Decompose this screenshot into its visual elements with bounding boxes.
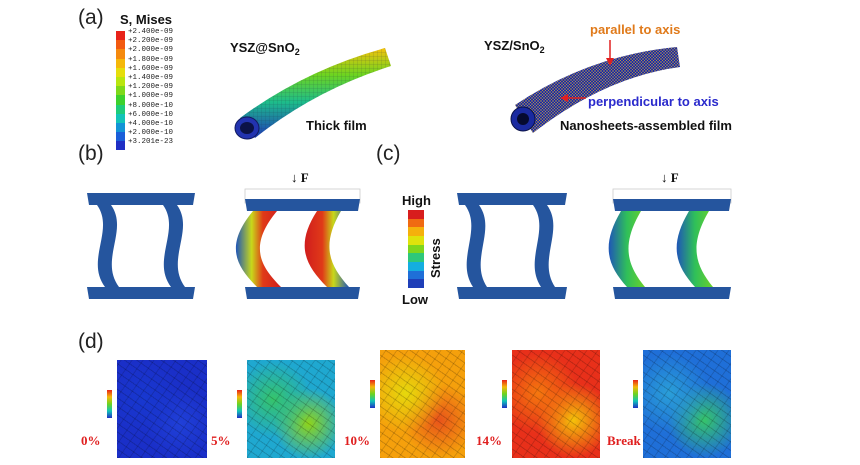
mini-legend-bar <box>633 380 638 408</box>
stress-scale-high: High <box>402 193 431 208</box>
legend-value: +3.201e-23 <box>128 138 174 147</box>
legend-value: +8.000e-10 <box>128 101 174 110</box>
legend-swatch <box>116 113 125 123</box>
strain-level-label: Break <box>607 433 641 448</box>
panel-label-c: (c) <box>376 142 401 165</box>
mini-legend-bar <box>107 390 112 418</box>
legend-value: +1.600e-09 <box>128 64 174 73</box>
legend-value: +2.000e-09 <box>128 46 174 55</box>
legend-swatches <box>116 31 125 151</box>
perpendicular-to-axis-label: perpendicular to axis <box>588 94 719 109</box>
legend-swatch <box>116 76 125 87</box>
strain-tile <box>512 350 600 458</box>
legend-title: S, Mises <box>120 12 173 27</box>
legend-value: +1.000e-09 <box>128 92 174 101</box>
panel-label-a: (a) <box>78 6 104 29</box>
nanosheet-film-tube <box>510 47 680 133</box>
legend-swatch <box>116 132 125 142</box>
stress-bar-segment <box>408 210 424 219</box>
panel-c-frames <box>457 188 732 299</box>
strain-tile <box>247 360 335 458</box>
legend-value: +1.200e-09 <box>128 83 174 92</box>
stress-bar-segment <box>408 227 424 236</box>
strain-tile <box>380 350 465 458</box>
legend-value: +6.000e-10 <box>128 110 174 119</box>
force-arrow-b: ↓ F <box>291 170 309 185</box>
force-arrow-c: ↓ F <box>661 170 679 185</box>
strain-level-label: 5% <box>211 433 231 448</box>
legend-swatch <box>116 31 125 41</box>
legend-swatch <box>116 141 125 151</box>
legend-swatch <box>116 67 125 77</box>
stress-bar-segment <box>408 253 424 262</box>
thick-film-material-label: YSZ@SnO2 <box>230 40 300 57</box>
panel-label-b: (b) <box>78 142 104 165</box>
thick-film-caption: Thick film <box>306 118 367 133</box>
stress-bar-segment <box>408 261 424 271</box>
legend-value: +1.400e-09 <box>128 74 174 83</box>
thick-film-tube <box>234 48 391 140</box>
strain-level-label: 10% <box>344 433 370 448</box>
stress-bar-segment <box>408 244 424 254</box>
stress-scale-low: Low <box>402 292 428 307</box>
legend-swatch <box>116 122 125 133</box>
stress-bar-segment <box>408 270 424 280</box>
strain-tile <box>643 350 731 458</box>
strain-tile <box>117 360 207 458</box>
stress-bar-segment <box>408 235 424 245</box>
stress-bar-segment <box>408 279 424 288</box>
legend-value: +2.200e-09 <box>128 37 174 46</box>
mini-legend-bar <box>237 390 242 418</box>
legend-swatch <box>116 86 125 96</box>
mini-legend-bar <box>502 380 507 408</box>
panel-b-frames <box>87 188 361 299</box>
legend-swatch <box>116 95 125 105</box>
strain-level-label: 0% <box>81 433 101 448</box>
annotation-arrows <box>560 40 614 102</box>
legend-value: +4.000e-10 <box>128 120 174 129</box>
legend-values: +2.400e-09 +2.200e-09 +2.000e-09 +1.800e-09… <box>128 28 173 148</box>
legend-value: +2.000e-10 <box>128 129 174 138</box>
strain-simulation-row: 0% 5% 10% 14% Break <box>75 350 835 460</box>
legend-value: +2.400e-09 <box>128 28 174 36</box>
legend-swatch <box>116 104 125 114</box>
strain-level-label: 14% <box>476 433 502 448</box>
mini-legend-bar <box>370 380 375 408</box>
stress-color-bar <box>408 210 424 288</box>
panel-label-d: (d) <box>78 330 104 353</box>
nanosheet-material-label: YSZ/SnO2 <box>484 38 545 55</box>
legend-swatch <box>116 58 125 68</box>
stress-scale-label: Stress <box>428 238 443 278</box>
nanosheet-film-caption: Nanosheets-assembled film <box>560 118 732 133</box>
legend-value: +1.800e-09 <box>128 55 174 64</box>
parallel-to-axis-label: parallel to axis <box>590 22 681 37</box>
stress-bar-segment <box>408 218 424 228</box>
legend-swatch <box>116 40 125 50</box>
legend-swatch <box>116 49 125 59</box>
